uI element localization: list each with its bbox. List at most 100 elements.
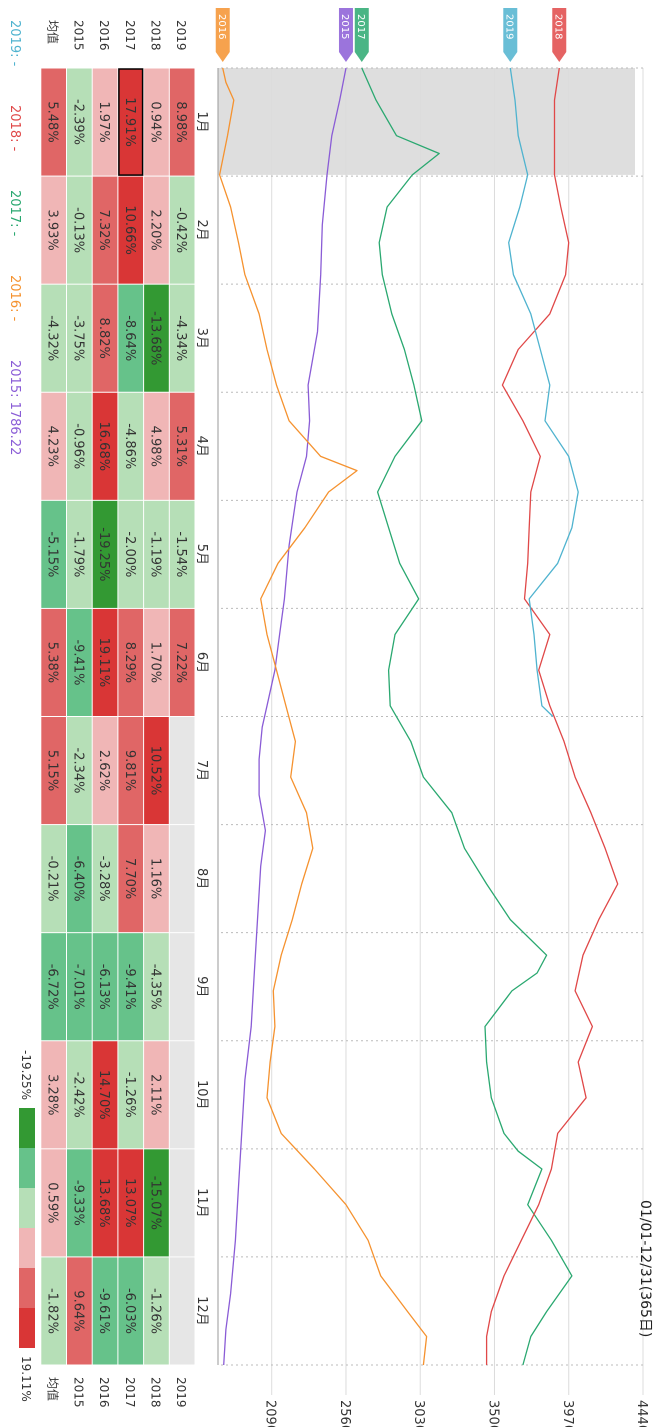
heatmap-cell[interactable] [169,68,195,176]
heatmap-cell[interactable] [92,284,118,392]
series-flag-shape [354,8,369,62]
heatmap-cell[interactable] [118,933,144,1041]
heatmap-cell[interactable] [67,608,92,717]
heatmap-cell[interactable] [41,1041,66,1149]
heatmap-cell[interactable] [118,1041,144,1149]
legend-entry-4: 2015: 1786.22 [7,360,22,455]
heatmap-cell[interactable] [144,825,169,933]
heatmap-cell[interactable] [41,1257,66,1365]
heatmap-cell[interactable] [144,608,169,717]
heatmap-cell[interactable] [169,284,195,392]
heatmap-cell[interactable] [169,608,195,717]
heatmap-cell[interactable] [41,284,66,392]
heatmap-cell[interactable] [41,825,66,933]
heatmap-cell[interactable] [169,1041,195,1149]
heatmap-cell[interactable] [169,392,195,500]
heatmap-cell[interactable] [169,933,195,1041]
heatmap-cell-value: -6.40% [70,856,85,902]
heatmap-cell[interactable] [92,825,118,933]
series-flag-2018[interactable]: 2018 [552,8,567,62]
heatmap-cell[interactable] [144,68,169,176]
heatmap-cell[interactable] [67,1257,92,1365]
series-flag-2017[interactable]: 2017 [354,8,369,62]
heatmap-cell[interactable] [169,717,195,825]
heatmap-cell[interactable] [118,825,144,933]
heatmap-cell-value: 7.22% [173,642,188,683]
month-label: 10月 [194,1080,209,1110]
heatmap-cell[interactable] [67,717,92,825]
heatmap-cell[interactable] [169,500,195,608]
heatmap-cell[interactable] [41,176,66,284]
heatmap-cell-value: 8.29% [122,642,137,683]
heatmap-cell[interactable] [67,392,92,500]
series-flag-2015[interactable]: 2015 [338,8,353,62]
heatmap-cell[interactable] [118,1149,144,1257]
heatmap-cell[interactable] [41,933,66,1041]
heatmap-cell[interactable] [118,284,144,392]
heatmap-cell[interactable] [169,825,195,933]
heatmap-cell[interactable] [67,1041,92,1149]
heatmap-cell-value: -4.34% [173,315,188,361]
month-label: 4月 [194,436,209,457]
selected-cell-outline [118,68,144,176]
heatmap-cell[interactable] [67,176,92,284]
heatmap-cell[interactable] [67,825,92,933]
heatmap-cell[interactable] [92,717,118,825]
heatmap-cell[interactable] [92,176,118,284]
heatmap-cell[interactable] [92,1041,118,1149]
heatmap-cell[interactable] [92,500,118,608]
heatmap-cell[interactable] [118,500,144,608]
heatmap-cell[interactable] [144,284,169,392]
heatmap-cell[interactable] [41,717,66,825]
heatmap-cell[interactable] [144,176,169,284]
heatmap-cell[interactable] [67,284,92,392]
heatmap-cell[interactable] [169,176,195,284]
heatmap-cell[interactable] [144,1149,169,1257]
heatmap-cell[interactable] [144,500,169,608]
heatmap-cell[interactable] [92,68,118,176]
heatmap-cell-value: -1.54% [173,531,188,577]
heatmap-cell[interactable] [118,1257,144,1365]
heatmap-cell[interactable] [118,608,144,717]
series-line-2019 [508,67,579,717]
heatmap-cell[interactable] [144,1257,169,1365]
heatmap-cell[interactable] [92,1257,118,1365]
heatmap-cell-value: 1.16% [147,858,162,899]
heatmap-cell[interactable] [118,176,144,284]
heatmap-cell[interactable] [41,392,66,500]
heatmap-cell-value: 7.70% [122,858,137,899]
heatmap-cell-value: -9.61% [96,1288,111,1334]
heatmap-year-label: 2017 [123,20,137,51]
heatmap-cell[interactable] [144,392,169,500]
heatmap-cell[interactable] [118,68,144,176]
heatmap-cell[interactable] [67,500,92,608]
heatmap-cell[interactable] [169,1149,195,1257]
heatmap-cell-value: -2.34% [70,748,85,794]
series-flag-2019[interactable]: 2019 [503,8,518,62]
series-flag-2016[interactable]: 2016 [215,8,230,62]
heatmap-cell[interactable] [41,500,66,608]
heatmap-cell[interactable] [92,608,118,717]
heatmap-cell[interactable] [144,933,169,1041]
heatmap-cell[interactable] [41,608,66,717]
heatmap-cell-value: 1.97% [96,101,111,142]
series-flag-label: 2019 [503,14,514,39]
heatmap-cell[interactable] [118,392,144,500]
heatmap-cell[interactable] [41,68,66,176]
heatmap-cell[interactable] [41,1149,66,1257]
heatmap-cell[interactable] [144,717,169,825]
heatmap-cell[interactable] [92,933,118,1041]
heatmap-cell-value: -9.41% [122,964,137,1010]
scale-swatch [19,1108,35,1148]
heatmap-cell[interactable] [92,1149,118,1257]
heatmap-cell[interactable] [67,1149,92,1257]
heatmap-cell[interactable] [144,1041,169,1149]
heatmap-cell[interactable] [67,933,92,1041]
heatmap-cell-value: -4.35% [147,964,162,1010]
heatmap-cell[interactable] [118,717,144,825]
heatmap-cell[interactable] [67,68,92,176]
heatmap-cell[interactable] [92,392,118,500]
heatmap-cell-value: 9.81% [122,750,137,791]
heatmap-cell[interactable] [169,1257,195,1365]
